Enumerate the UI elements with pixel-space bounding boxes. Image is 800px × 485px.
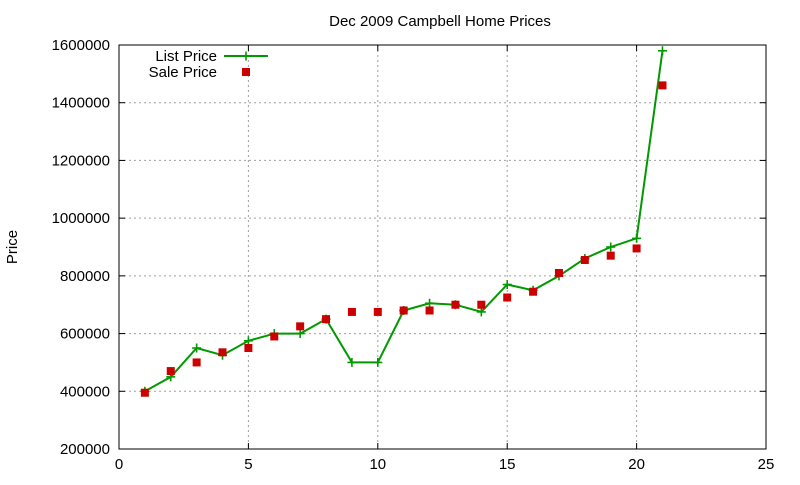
y-tick-label: 200000 [60,441,110,458]
legend: List Price Sale Price [149,48,268,81]
data-point-sale-price [218,348,227,357]
data-point-sale-price [373,307,382,316]
data-point-sale-price [322,315,331,324]
data-point-list-price [632,233,642,243]
data-point-sale-price [632,244,641,253]
data-point-sale-price [244,344,253,352]
x-tick-label: 25 [758,456,775,473]
data-point-list-price [657,46,667,56]
legend-marker-list-price [241,51,251,61]
y-tick-label: 600000 [60,326,110,343]
x-tick-label: 10 [369,456,386,473]
series-line-list-price [144,50,664,393]
data-point-sale-price [192,358,201,367]
data-point-sale-price [606,251,615,260]
grid [119,45,766,449]
data-point-sale-price [477,300,486,309]
axis-ticks [118,44,767,450]
data-point-list-price [373,357,383,367]
y-tick-label: 800000 [60,268,110,285]
legend-sample-sale-price [242,68,250,76]
data-point-list-price [425,298,435,308]
y-tick-label: 1000000 [52,210,110,227]
data-point-sale-price [296,322,305,331]
data-point-list-price [606,242,616,252]
data-point-sale-price [270,332,279,341]
x-tick-label: 20 [628,456,645,473]
x-tick-label: 15 [499,456,516,473]
data-point-list-price [347,357,357,367]
x-tick-label: 5 [244,456,252,473]
legend-marker-sale-price [242,68,250,76]
data-point-sale-price [580,255,589,264]
data-point-list-price [476,307,486,317]
y-tick-label: 400000 [60,383,110,400]
data-point-list-price [502,280,512,290]
data-point-sale-price [166,367,175,376]
data-point-sale-price [529,287,538,296]
data-point-sale-price [451,300,460,309]
legend-label-sale-price: Sale Price [149,64,217,81]
y-tick-label: 1600000 [52,37,110,54]
x-tick-label: 0 [115,456,123,473]
legend-label-list-price: List Price [155,48,217,65]
chart-title: Dec 2009 Campbell Home Prices [329,13,551,30]
legend-sample-list-price [224,51,268,61]
data-point-list-price [295,329,305,339]
data-point-list-price [243,336,253,346]
data-point-sale-price [347,307,356,316]
x-axis-tick-labels: 0 5 10 15 20 25 [115,456,775,473]
y-axis-tick-labels: 200000 400000 600000 800000 1000000 1200000 14… [52,37,110,458]
plot-frame [118,44,767,450]
data-point-list-price [192,343,202,353]
y-axis-label: Price [4,230,21,264]
data-point-sale-price [554,268,563,277]
data-point-sale-price [399,306,408,315]
series-group [140,46,667,397]
y-tick-label: 1200000 [52,152,110,169]
data-point-sale-price [425,306,434,315]
data-point-sale-price [503,293,512,302]
y-tick-label: 1400000 [52,95,110,112]
data-point-sale-price [140,388,149,397]
data-point-sale-price [658,81,667,90]
